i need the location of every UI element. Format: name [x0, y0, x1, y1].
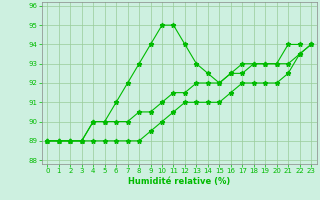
X-axis label: Humidité relative (%): Humidité relative (%): [128, 177, 230, 186]
